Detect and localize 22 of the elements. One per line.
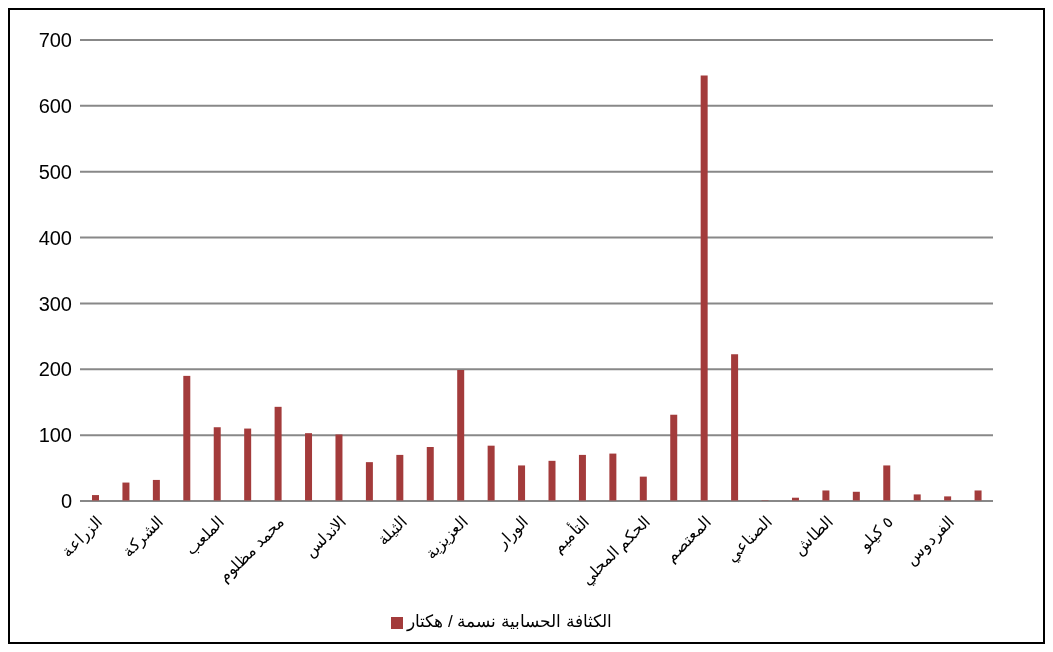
y-tick-label: 600 [38,94,72,117]
x-tick-label: ٥ كيلو [855,513,898,555]
x-tick-label: العزيزية [421,513,472,563]
x-tick-label: المعتصم [662,513,715,566]
y-tick-label: 0 [60,490,72,513]
x-tick-label: الفردوس [902,513,959,569]
y-tick-label: 100 [38,424,72,447]
x-tick-label: الزراعة [58,513,106,561]
y-tick-label: 200 [38,358,72,381]
x-tick-label: الشركة [119,513,167,561]
x-tick-label: الطاش [790,513,837,559]
x-tick-label: الورار [492,513,533,553]
y-tick-label: 700 [38,29,72,52]
x-tick-label: الصناعي [723,513,776,566]
y-tick-label: 300 [38,292,72,315]
x-tick-label: الاندلس [301,513,350,562]
x-tick-label: الثيلة [374,513,410,549]
x-tick-label: الملعب [181,513,227,559]
y-tick-label: 500 [38,160,72,183]
y-tick-label: 400 [38,226,72,249]
legend-label: الكثافة الحسابية نسمة / هكتار [407,612,612,631]
x-tick-label: التأميم [546,510,593,557]
